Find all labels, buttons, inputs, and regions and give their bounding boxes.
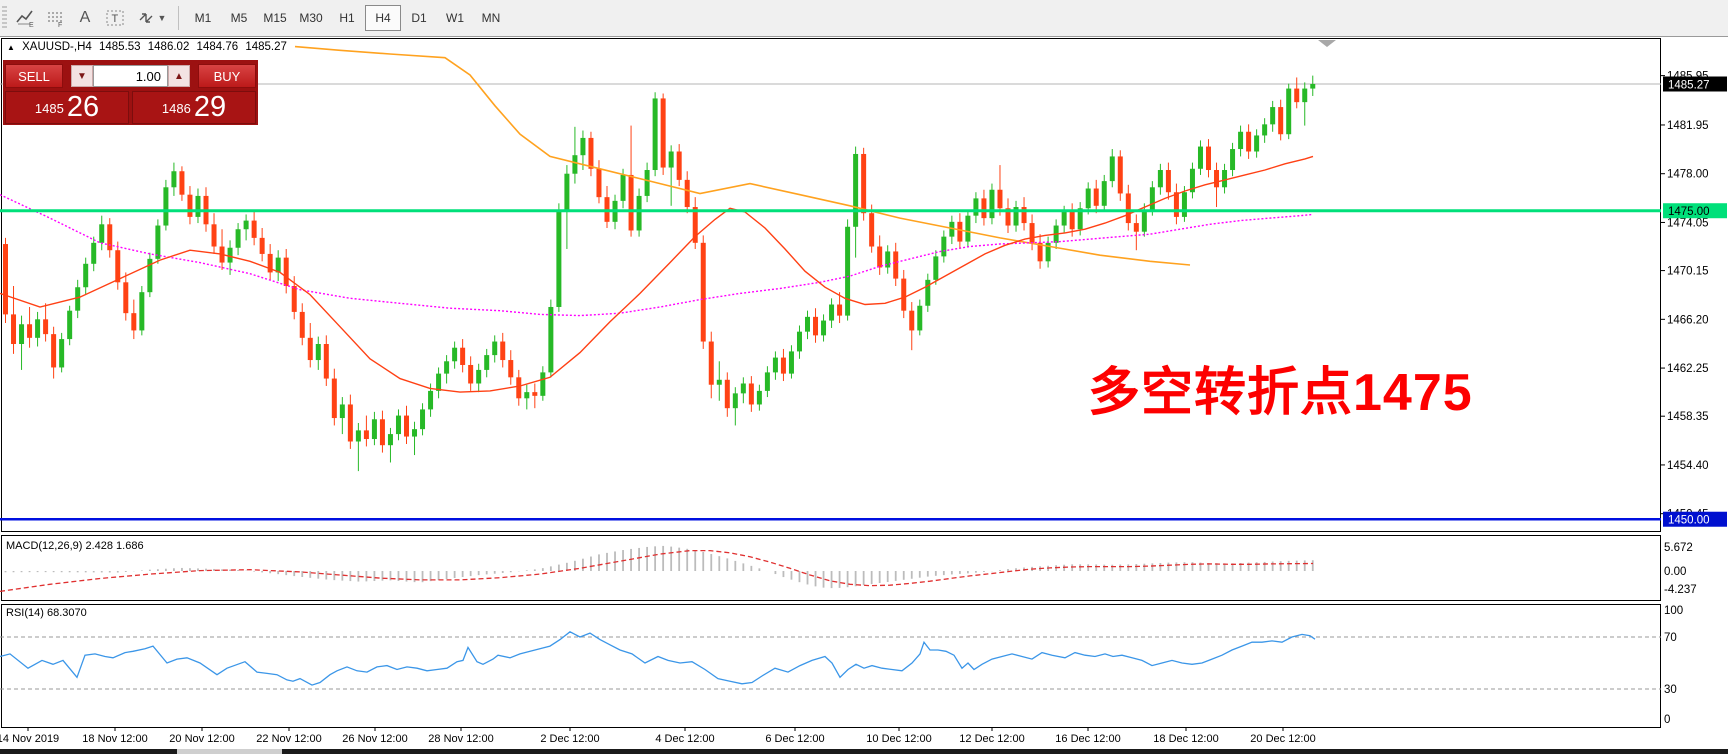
toolbar-separator: [178, 6, 179, 30]
volume-decrease-button[interactable]: ▼: [71, 65, 93, 87]
svg-text:1454.40: 1454.40: [1667, 460, 1709, 472]
text-box-icon[interactable]: T: [100, 4, 130, 32]
svg-text:1462.25: 1462.25: [1667, 363, 1709, 375]
arrows-icon[interactable]: ▼: [130, 4, 172, 32]
chart-annotation-text: 多空转折点1475: [1088, 364, 1473, 422]
svg-text:E: E: [29, 22, 34, 28]
toolbar: E F A T ▼ M1 M5 M15 M30 H1 H4 D1 W1 MN: [0, 0, 1728, 37]
symbol-period: XAUUSD-,H4: [22, 41, 92, 53]
svg-text:100: 100: [1664, 605, 1683, 617]
time-axis-label: 6 Dec 12:00: [765, 733, 825, 745]
ask-price-big: 29: [193, 91, 227, 123]
time-axis-label: 18 Nov 12:00: [82, 733, 148, 745]
timeframe-mn[interactable]: MN: [481, 11, 501, 25]
svg-text:1475.00: 1475.00: [1668, 206, 1710, 218]
time-axis-label: 18 Dec 12:00: [1153, 733, 1219, 745]
time-axis-label: 16 Dec 12:00: [1055, 733, 1121, 745]
time-axis-label: 12 Dec 12:00: [959, 733, 1025, 745]
svg-text:-4.237: -4.237: [1664, 584, 1697, 596]
svg-text:1470.15: 1470.15: [1667, 266, 1709, 278]
volume-input[interactable]: 1.00: [93, 65, 168, 87]
one-click-trade-panel: SELL ▼ 1.00 ▲ BUY 1485 26 1486 29: [3, 60, 258, 125]
svg-text:1481.95: 1481.95: [1667, 120, 1709, 132]
svg-text:30: 30: [1664, 684, 1677, 696]
ohlc-high: 1486.02: [147, 41, 190, 53]
timeframe-m5[interactable]: M5: [230, 11, 248, 25]
time-axis-label: 26 Nov 12:00: [342, 733, 408, 745]
buy-button[interactable]: BUY: [198, 64, 256, 88]
sell-button[interactable]: SELL: [5, 64, 63, 88]
chevron-down-icon: ▼: [157, 13, 167, 23]
ohlc-close: 1485.27: [245, 41, 287, 53]
time-axis-label: 28 Nov 12:00: [428, 733, 494, 745]
svg-text:1450.00: 1450.00: [1668, 515, 1710, 527]
svg-text:1450.45: 1450.45: [1667, 509, 1709, 521]
indicators-icon[interactable]: E: [10, 4, 40, 32]
ask-price-small: 1486: [161, 101, 191, 116]
time-axis-label: 2 Dec 12:00: [540, 733, 600, 745]
ohlc-open: 1485.53: [98, 41, 141, 53]
macd-label: MACD(12,26,9) 2.428 1.686: [6, 540, 144, 552]
svg-text:1458.35: 1458.35: [1667, 411, 1709, 423]
svg-text:1466.20: 1466.20: [1667, 314, 1709, 326]
scrollbar-thumb[interactable]: [177, 749, 282, 754]
timeframe-h1[interactable]: H1: [339, 11, 355, 25]
time-axis-label: 20 Dec 12:00: [1250, 733, 1316, 745]
time-axis-label: 14 Nov 2019: [0, 733, 60, 745]
rsi-label: RSI(14) 68.3070: [6, 607, 87, 619]
svg-text:1478.00: 1478.00: [1667, 169, 1709, 181]
time-axis-label: 10 Dec 12:00: [866, 733, 932, 745]
svg-text:5.672: 5.672: [1664, 542, 1693, 554]
bid-quote[interactable]: 1485 26: [5, 91, 129, 124]
collapse-triangle-icon[interactable]: ▲: [7, 43, 15, 52]
rsi-pane[interactable]: [1, 604, 1661, 728]
svg-text:F: F: [58, 22, 62, 28]
ask-quote[interactable]: 1486 29: [132, 91, 256, 124]
time-axis-label: 4 Dec 12:00: [655, 733, 715, 745]
volume-increase-button[interactable]: ▲: [168, 65, 190, 87]
grid-icon[interactable]: F: [40, 4, 70, 32]
svg-text:0: 0: [1664, 714, 1670, 726]
time-axis[interactable]: 14 Nov 2019 18 Nov 12:00 20 Nov 12:00 22 No…: [0, 732, 1728, 749]
svg-text:0.00: 0.00: [1664, 566, 1686, 578]
horizontal-scrollbar[interactable]: [0, 749, 1728, 754]
timeframe-w1[interactable]: W1: [446, 11, 464, 25]
macd-pane[interactable]: [1, 535, 1661, 601]
svg-text:1485.95: 1485.95: [1667, 71, 1709, 83]
time-axis-label: 22 Nov 12:00: [256, 733, 322, 745]
timeframe-m1[interactable]: M1: [194, 11, 212, 25]
toolbar-grip[interactable]: [2, 6, 7, 30]
svg-text:70: 70: [1664, 632, 1677, 644]
symbol-header: ▲ XAUUSD-,H4 1485.53 1486.02 1484.76 148…: [7, 41, 291, 53]
ohlc-low: 1484.76: [196, 41, 239, 53]
svg-text:1485.27: 1485.27: [1668, 80, 1710, 92]
timeframe-m30[interactable]: M30: [299, 11, 323, 25]
text-label-icon[interactable]: A: [79, 9, 91, 26]
timeframe-d1[interactable]: D1: [411, 11, 427, 25]
bid-price-big: 26: [66, 91, 100, 123]
time-axis-label: 20 Nov 12:00: [169, 733, 235, 745]
timeframe-m15[interactable]: M15: [263, 11, 287, 25]
svg-text:1474.05: 1474.05: [1667, 217, 1709, 229]
timeframe-h4[interactable]: H4: [365, 5, 401, 31]
timeframe-bar: M1 M5 M15 M30 H1 H4 D1 W1 MN: [185, 5, 509, 31]
bid-price-small: 1485: [34, 101, 64, 116]
svg-text:T: T: [112, 13, 119, 25]
